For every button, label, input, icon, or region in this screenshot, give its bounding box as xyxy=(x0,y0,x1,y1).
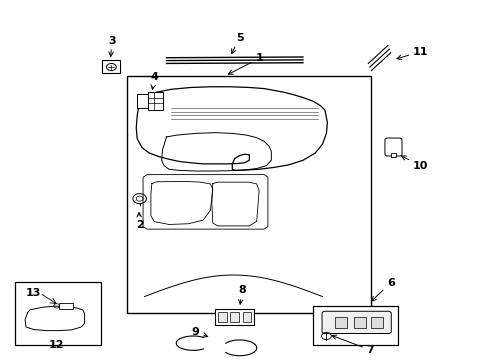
Bar xyxy=(230,312,239,321)
Bar xyxy=(137,94,148,108)
Bar xyxy=(334,317,346,328)
Text: 5: 5 xyxy=(231,33,243,54)
Text: 10: 10 xyxy=(401,156,427,171)
Text: 7: 7 xyxy=(331,335,373,355)
Text: 6: 6 xyxy=(371,278,394,301)
Bar xyxy=(102,60,120,73)
Bar xyxy=(148,92,163,110)
Bar xyxy=(370,317,383,328)
Bar xyxy=(59,303,73,309)
Text: 12: 12 xyxy=(49,340,64,350)
FancyBboxPatch shape xyxy=(322,311,390,333)
Text: 3: 3 xyxy=(108,36,116,57)
Bar xyxy=(127,76,370,313)
Bar xyxy=(353,317,366,328)
Text: 8: 8 xyxy=(238,285,245,304)
Text: 13: 13 xyxy=(26,288,41,298)
Text: 11: 11 xyxy=(396,46,427,60)
Text: 9: 9 xyxy=(191,327,207,337)
Text: 2: 2 xyxy=(136,212,143,230)
Text: 1: 1 xyxy=(228,53,263,74)
Text: 4: 4 xyxy=(150,72,158,89)
Bar xyxy=(242,312,251,321)
Bar xyxy=(312,306,397,345)
FancyBboxPatch shape xyxy=(384,138,401,156)
Bar xyxy=(15,282,101,345)
Bar xyxy=(218,312,226,321)
Bar xyxy=(390,153,395,157)
Bar xyxy=(215,309,254,325)
